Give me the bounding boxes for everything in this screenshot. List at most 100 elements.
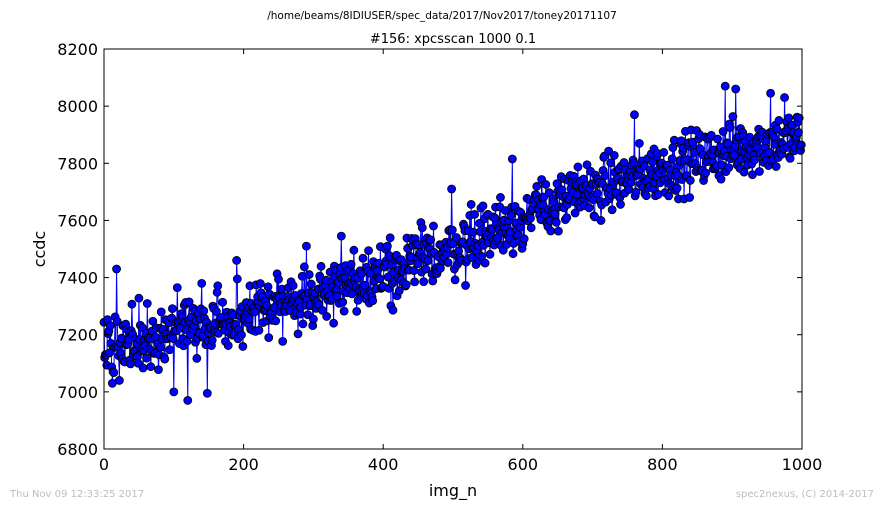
data-point bbox=[271, 316, 281, 326]
data-point bbox=[572, 190, 582, 199]
data-point bbox=[169, 387, 179, 397]
data-point bbox=[701, 168, 711, 178]
data-point bbox=[192, 353, 202, 363]
data-point bbox=[668, 143, 678, 152]
data-point bbox=[764, 148, 774, 157]
y-axis-label: ccdc bbox=[30, 231, 49, 268]
data-point bbox=[358, 253, 368, 263]
data-point bbox=[619, 158, 629, 167]
data-point bbox=[609, 150, 619, 160]
data-point bbox=[634, 139, 644, 148]
data-point bbox=[401, 280, 411, 290]
data-point bbox=[785, 154, 795, 163]
data-point bbox=[383, 272, 393, 282]
data-point bbox=[593, 189, 602, 198]
data-point bbox=[507, 154, 517, 164]
data-point bbox=[160, 354, 170, 364]
axes-frame bbox=[103, 48, 803, 450]
data-point bbox=[784, 113, 794, 123]
data-point bbox=[349, 245, 359, 255]
data-point bbox=[172, 283, 182, 293]
data-point bbox=[126, 359, 135, 369]
data-point bbox=[156, 342, 165, 352]
data-point bbox=[426, 235, 436, 245]
y-tick-label: 8000 bbox=[57, 97, 98, 116]
data-point bbox=[667, 154, 677, 164]
data-point bbox=[306, 279, 316, 289]
x-axis-ticks: 0 200 400 600 800 1000 bbox=[99, 49, 822, 474]
data-point bbox=[232, 256, 242, 265]
data-point bbox=[616, 200, 625, 209]
data-point bbox=[794, 113, 804, 123]
data-point bbox=[630, 110, 639, 120]
data-point bbox=[146, 362, 156, 372]
data-point bbox=[202, 388, 212, 398]
data-point bbox=[423, 256, 433, 266]
data-point bbox=[641, 191, 651, 201]
footer-timestamp: Thu Nov 09 12:33:25 2017 bbox=[9, 489, 144, 500]
data-point bbox=[134, 293, 144, 303]
data-point bbox=[293, 329, 303, 339]
x-tick-label: 200 bbox=[228, 455, 259, 474]
data-point bbox=[298, 319, 308, 329]
y-tick-label: 7800 bbox=[57, 154, 98, 173]
data-point bbox=[302, 241, 311, 251]
data-point bbox=[780, 93, 789, 102]
data-point bbox=[199, 306, 209, 316]
data-point bbox=[443, 258, 453, 268]
data-point bbox=[238, 342, 248, 351]
data-point bbox=[109, 368, 119, 378]
data-point bbox=[105, 348, 114, 358]
footer-credit: spec2nexus, (C) 2014-2017 bbox=[736, 489, 874, 500]
data-point bbox=[750, 155, 759, 165]
data-point bbox=[346, 259, 356, 269]
data-point bbox=[316, 261, 326, 271]
data-point bbox=[114, 376, 124, 385]
x-tick-label: 600 bbox=[508, 455, 539, 474]
x-tick-label: 400 bbox=[368, 455, 399, 474]
data-point bbox=[461, 281, 470, 290]
data-point bbox=[213, 281, 223, 291]
data-point bbox=[551, 217, 561, 227]
data-point bbox=[211, 307, 221, 316]
data-point bbox=[218, 297, 228, 307]
data-point bbox=[584, 203, 594, 213]
data-point bbox=[244, 314, 254, 324]
data-point bbox=[550, 209, 560, 219]
data-point bbox=[329, 318, 339, 328]
data-point bbox=[339, 306, 349, 316]
data-point bbox=[470, 209, 480, 219]
data-point bbox=[382, 241, 392, 251]
data-point bbox=[142, 299, 152, 308]
data-point bbox=[685, 175, 695, 185]
data-point bbox=[165, 345, 175, 355]
data-point bbox=[364, 246, 373, 256]
data-point bbox=[127, 299, 137, 309]
data-point bbox=[794, 128, 803, 137]
plot-series-layer bbox=[99, 81, 806, 405]
data-point bbox=[725, 123, 735, 132]
x-tick-label: 0 bbox=[99, 455, 109, 474]
data-point bbox=[573, 162, 583, 172]
data-point bbox=[368, 296, 378, 306]
data-point bbox=[322, 312, 332, 321]
data-point bbox=[739, 167, 749, 177]
data-point bbox=[413, 259, 423, 269]
data-point bbox=[183, 396, 193, 405]
x-axis-label: img_n bbox=[429, 481, 477, 501]
x-tick-label: 1000 bbox=[782, 455, 823, 474]
data-point bbox=[263, 282, 273, 292]
data-point bbox=[250, 307, 260, 317]
y-tick-label: 7400 bbox=[57, 269, 98, 288]
data-point bbox=[352, 306, 362, 316]
data-point bbox=[304, 270, 314, 279]
data-point bbox=[766, 88, 775, 98]
data-point bbox=[207, 335, 217, 345]
data-point bbox=[607, 205, 617, 215]
y-tick-label: 7000 bbox=[57, 383, 98, 402]
data-point bbox=[718, 127, 728, 136]
data-point bbox=[606, 158, 616, 168]
data-point bbox=[532, 182, 542, 191]
x-tick-label: 800 bbox=[647, 455, 678, 474]
data-point bbox=[223, 341, 233, 350]
